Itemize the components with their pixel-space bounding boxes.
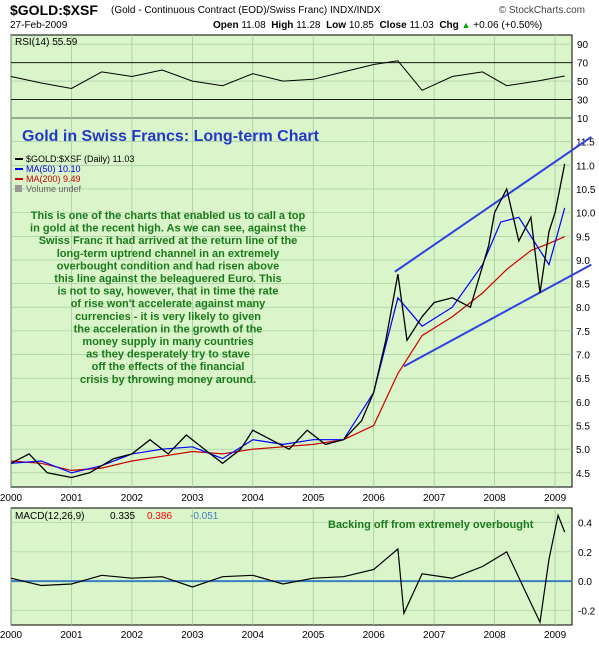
price-y-tick-label: 9.5 <box>576 232 590 243</box>
channel-line <box>403 263 592 368</box>
macd-y-tick-label: 0.0 <box>578 577 592 588</box>
price-y-tick-label: 10.0 <box>576 209 596 220</box>
chart-header: $GOLD:$XSF (Gold - Continuous Contract (… <box>0 0 599 34</box>
price-x-tick-label: 2006 <box>363 493 386 504</box>
macd-x-tick-label: 2005 <box>302 630 325 641</box>
macd-legend-value: 0.335 <box>110 511 135 522</box>
annotation-line: this line against the beleaguered Euro. … <box>54 273 281 285</box>
macd-x-tick-label: 2009 <box>544 630 567 641</box>
macd-annotation: Backing off from extremely overbought <box>328 519 534 531</box>
price-line <box>10 163 566 479</box>
price-y-tick-label: 8.0 <box>576 303 590 314</box>
ma200-line <box>10 236 565 472</box>
low-label: Low <box>326 20 347 31</box>
annotation-line: currencies - it is very likely to given <box>75 311 261 323</box>
symbol-description: (Gold - Continuous Contract (EOD)/Swiss … <box>111 5 381 16</box>
macd-x-tick-label: 2008 <box>483 630 506 641</box>
chg-value: +0.06 (+0.50%) <box>473 20 543 31</box>
open-value: 11.08 <box>241 20 266 31</box>
rsi-y-tick-label: 10 <box>577 114 589 125</box>
legend-ma50: MA(50) 10.10 <box>26 164 81 174</box>
macd-x-tick-label: 2007 <box>423 630 446 641</box>
annotation-line: the acceleration in the growth of the <box>74 323 263 335</box>
price-y-tick-label: 11.5 <box>576 138 595 149</box>
symbol-label: $GOLD:$XSF <box>10 2 98 18</box>
rsi-legend: RSI(14) 55.59 <box>15 37 78 48</box>
price-y-tick-label: 6.5 <box>576 374 590 385</box>
macd-y-tick-label: 0.2 <box>578 548 592 559</box>
rsi-line <box>10 60 565 91</box>
price-y-tick-label: 11.0 <box>576 161 595 172</box>
high-value: 11.28 <box>296 20 321 31</box>
annotation-line: overbought condition and had risen above <box>57 260 279 272</box>
price-y-tick-label: 10.5 <box>576 185 596 196</box>
macd-y-tick-label: 0.4 <box>578 519 592 530</box>
annotation-line: of rise won't accelerate against many <box>71 298 266 310</box>
chg-label: Chg <box>439 20 459 31</box>
close-value: 11.03 <box>409 20 434 31</box>
channel-line <box>394 136 592 273</box>
price-x-tick-label: 2009 <box>544 493 567 504</box>
macd-x-tick-label: 2002 <box>121 630 144 641</box>
low-value: 10.85 <box>348 20 374 31</box>
macd-legend-histogram: -0.051 <box>190 511 219 522</box>
annotation-line: in gold at the recent high. As we can se… <box>30 223 306 235</box>
price-x-tick-label: 2001 <box>60 493 83 504</box>
ma50-line <box>10 207 566 474</box>
annotation-line: crisis by throwing money around. <box>80 374 256 386</box>
price-y-tick-label: 6.0 <box>576 398 590 409</box>
legend-price: $GOLD:$XSF (Daily) 11.03 <box>26 154 134 164</box>
price-y-tick-label: 8.5 <box>576 280 590 291</box>
rsi-y-tick-label: 70 <box>577 59 589 70</box>
chart-date: 27-Feb-2009 <box>10 20 68 31</box>
annotation-line: is not to say, however, that in time the… <box>57 286 278 298</box>
high-label: High <box>271 20 294 31</box>
brand-watermark: © StockCharts.com <box>498 5 585 16</box>
annotation-line: off the effects of the financial <box>92 361 245 373</box>
macd-x-tick-label: 2003 <box>181 630 204 641</box>
price-x-tick-label: 2007 <box>423 493 446 504</box>
macd-legend-signal: 0.386 <box>147 511 172 522</box>
annotation-line: long-term uptrend channel in an extremel… <box>57 248 280 260</box>
rsi-panel <box>10 34 573 119</box>
annotation-line: money supply in many countries <box>82 336 253 348</box>
price-x-tick-label: 2002 <box>121 493 144 504</box>
price-x-tick-label: 2008 <box>483 493 506 504</box>
rsi-y-tick-label: 30 <box>577 96 589 107</box>
price-y-tick-label: 7.5 <box>576 327 590 338</box>
chg-arrow-icon: ▲ <box>461 20 471 30</box>
price-y-tick-label: 5.5 <box>576 422 590 433</box>
price-x-tick-label: 2005 <box>302 493 325 504</box>
macd-line <box>10 513 566 625</box>
price-y-tick-label: 7.0 <box>576 351 590 362</box>
ohlc-readout: Open 11.08 High 11.28 Low 10.85 Close 11… <box>213 20 542 31</box>
annotation-line: as they desperately try to stave <box>86 349 250 361</box>
open-label: Open <box>213 20 239 31</box>
macd-x-tick-label: 2001 <box>60 630 83 641</box>
price-y-tick-label: 4.5 <box>576 469 590 480</box>
annotation-line: This is one of the charts that enabled u… <box>31 210 306 222</box>
price-y-tick-label: 9.0 <box>576 256 590 267</box>
legend-ma200: MA(200) 9.49 <box>26 174 81 184</box>
macd-x-tick-label: 2006 <box>363 630 386 641</box>
rsi-y-tick-label: 90 <box>577 40 589 51</box>
macd-y-tick-label: -0.2 <box>578 606 596 617</box>
price-x-tick-label: 2003 <box>181 493 204 504</box>
close-label: Close <box>379 20 407 31</box>
price-x-tick-label: 2000 <box>0 493 23 504</box>
legend-volume-swatch <box>15 185 22 192</box>
annotation-line: Swiss Franc it had arrived at the return… <box>39 235 298 247</box>
rsi-y-tick-label: 50 <box>577 77 589 88</box>
price-y-tick-label: 5.0 <box>576 445 590 456</box>
macd-x-tick-label: 2004 <box>242 630 265 641</box>
chart-title: Gold in Swiss Francs: Long-term Chart <box>22 128 320 145</box>
macd-legend-prefix: MACD(12,26,9) <box>15 511 84 522</box>
legend-volume: Volume undef <box>26 184 82 194</box>
macd-x-tick-label: 2000 <box>0 630 23 641</box>
price-x-tick-label: 2004 <box>242 493 265 504</box>
